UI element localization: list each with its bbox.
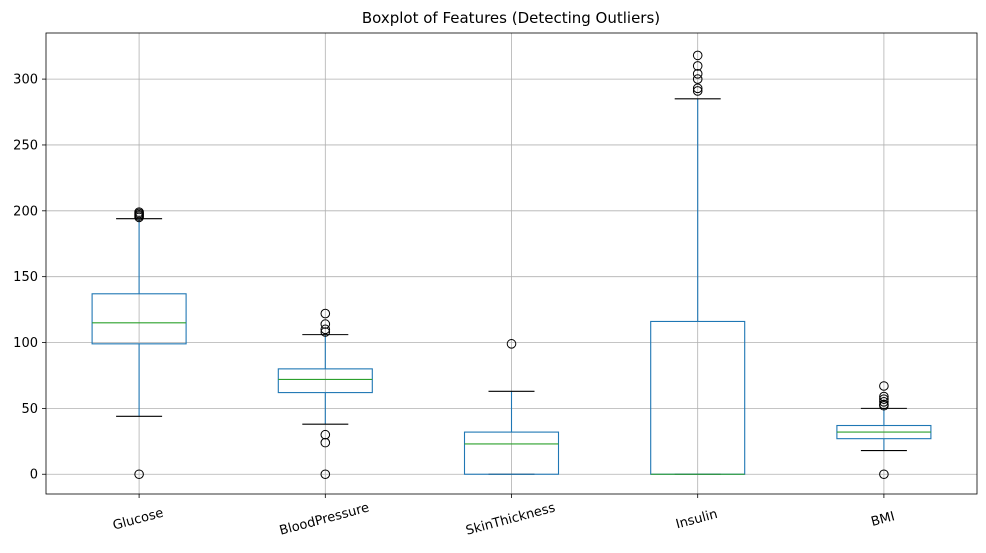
outlier-point [879,391,889,402]
y-tick-label: 0 [30,468,38,483]
outlier-point [692,69,703,79]
outlier-point [692,83,703,94]
outlier-point [692,61,703,71]
y-tick-label: 200 [13,204,38,219]
outlier-point [320,319,331,329]
y-tick-label: 300 [13,73,38,88]
box-iqr [91,293,187,345]
box-group [277,308,373,480]
x-tick-label: SkinThickness [464,500,557,538]
axis-layer: 0 50 100 150 200 250 300 Glucose BloodPressure Sk… [13,73,896,539]
y-tick-label: 150 [13,270,38,285]
outlier-point [692,50,703,61]
box-layer [91,50,932,480]
outlier-point [879,397,889,407]
box-group [650,50,746,475]
box-iqr [277,368,373,394]
outlier-point [879,469,889,480]
outlier-point [320,327,331,337]
outlier-point [692,86,703,96]
outlier-point [320,429,331,440]
outlier-point [320,324,331,335]
y-tick-label: 250 [13,138,38,153]
outlier-point [506,339,517,349]
outlier-point [134,469,144,480]
y-tick-label: 50 [21,402,38,417]
outlier-point [879,381,889,391]
plot-frame [45,32,978,495]
box-iqr [463,431,560,475]
outlier-point [320,469,331,480]
outlier-point [134,207,144,217]
x-tick-label: Glucose [111,506,165,534]
outlier-point [320,308,331,319]
chart-title: Boxplot of Features (Detecting Outliers) [362,9,660,27]
outlier-point [879,399,889,410]
x-tick-label: Insulin [674,507,719,533]
x-tick-label: BMI [869,509,896,530]
outlier-point [692,74,703,84]
box-group [836,381,932,480]
x-tick-label: BloodPressure [278,500,371,538]
box-group [91,207,187,480]
y-tick-label: 100 [13,336,38,351]
box-group [463,339,560,475]
outlier-point [320,437,331,448]
outlier-point [879,394,889,404]
